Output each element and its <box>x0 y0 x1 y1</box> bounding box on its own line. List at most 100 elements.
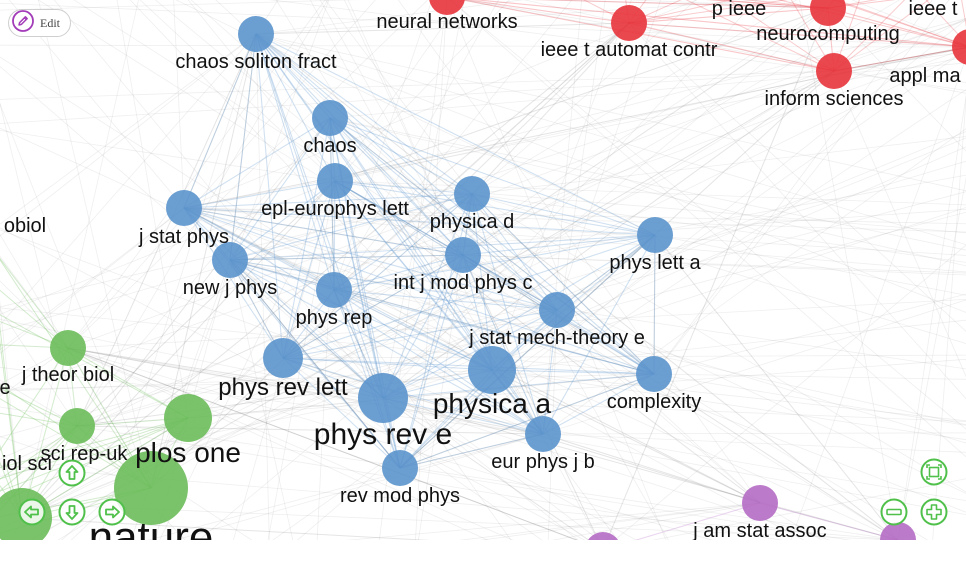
background-link <box>333 0 433 291</box>
node-purple-bottom-1[interactable] <box>585 532 621 540</box>
node-chaos-soliton-fract[interactable] <box>238 16 274 52</box>
pan-left-button[interactable] <box>18 498 46 526</box>
background-link <box>269 0 835 72</box>
node-j-stat-mech[interactable] <box>539 292 575 328</box>
node-eur-phys-j-b[interactable] <box>525 416 561 452</box>
node-phys-rev-lett[interactable] <box>263 338 303 378</box>
cluster-link <box>229 259 401 469</box>
background-link <box>76 425 544 435</box>
background-link <box>651 478 966 540</box>
cluster-link <box>255 33 331 119</box>
background-link <box>282 354 966 359</box>
background-link <box>382 397 899 540</box>
cluster-link <box>229 259 335 291</box>
cluster-link <box>462 234 656 256</box>
label-phys-rev-lett: phys rev lett <box>218 374 348 401</box>
node-appl-ma[interactable] <box>952 29 966 65</box>
background-link <box>491 319 966 371</box>
network-map[interactable]: chaos soliton fract chaos epl-europhys l… <box>0 0 966 540</box>
node-rev-mod-phys[interactable] <box>382 450 418 486</box>
background-link <box>0 33 257 237</box>
node-inform-sciences[interactable] <box>816 53 852 89</box>
background-link <box>382 70 835 399</box>
node-purple-bottom-2[interactable] <box>880 522 916 540</box>
node-new-j-phys[interactable] <box>212 242 248 278</box>
cluster-link <box>255 33 655 375</box>
background-link <box>38 0 152 489</box>
fit-to-screen-button[interactable] <box>920 458 948 486</box>
background-link <box>0 70 835 468</box>
background-link <box>344 0 464 256</box>
edit-button[interactable]: Edit <box>8 9 71 37</box>
node-phys-rep[interactable] <box>316 272 352 308</box>
background-link <box>397 0 761 504</box>
node-neural-networks[interactable] <box>429 0 465 15</box>
background-link <box>67 347 966 502</box>
node-plos-one[interactable] <box>164 394 212 442</box>
node-phys-rev-e[interactable] <box>358 373 408 423</box>
node-epl-europhys-lett[interactable] <box>317 163 353 199</box>
label-ieee-t: ieee t <box>909 0 958 20</box>
node-j-stat-phys[interactable] <box>166 190 202 226</box>
zoom-in-button[interactable] <box>920 498 948 526</box>
background-link <box>229 254 464 261</box>
node-ieee-t-automat-contr[interactable] <box>611 5 647 41</box>
network-graph[interactable]: chaos soliton fract chaos epl-europhys l… <box>0 0 966 540</box>
node-nature[interactable] <box>114 451 188 525</box>
background-link <box>67 347 578 540</box>
background-link <box>282 254 464 359</box>
background-link <box>0 227 586 540</box>
node-p-ieee[interactable] <box>810 0 846 26</box>
cluster-link <box>833 0 930 72</box>
background-link <box>491 369 966 422</box>
node-j-theor-biol[interactable] <box>50 330 86 366</box>
cluster-link <box>542 309 558 435</box>
background-link <box>0 56 493 371</box>
node-physica-d[interactable] <box>454 176 490 212</box>
background-link <box>21 417 189 519</box>
node-j-am-stat-assoc[interactable] <box>742 485 778 521</box>
background-link <box>0 102 78 427</box>
label-phys-lett-a: phys lett a <box>609 252 701 274</box>
background-link <box>183 207 464 256</box>
cluster-link <box>628 22 966 48</box>
pan-right-button[interactable] <box>98 498 126 526</box>
node-complexity[interactable] <box>636 356 672 392</box>
pan-up-button[interactable] <box>58 459 86 487</box>
node-phys-lett-a[interactable] <box>637 217 673 253</box>
cluster-link <box>255 33 284 359</box>
node-int-j-mod-phys-c[interactable] <box>445 237 481 273</box>
cluster-link <box>255 33 558 311</box>
background-link <box>399 234 656 469</box>
background-link <box>329 117 335 291</box>
cluster-link <box>833 0 906 72</box>
background-link <box>229 259 655 375</box>
zoom-out-button[interactable] <box>880 498 908 526</box>
background-link <box>183 207 761 504</box>
background-link <box>462 254 966 276</box>
background-link <box>399 89 966 469</box>
cluster-link <box>382 397 544 435</box>
cluster-link <box>628 0 789 24</box>
background-link <box>329 62 966 119</box>
cluster-link <box>282 254 464 359</box>
node-physica-a[interactable] <box>468 346 516 394</box>
label-eur-phys-j-b: eur phys j b <box>491 451 594 473</box>
background-link <box>334 0 510 182</box>
background-link <box>833 70 966 378</box>
background-link <box>449 0 966 430</box>
background-link <box>0 309 558 529</box>
cluster-link <box>229 259 558 311</box>
fit-to-screen-icon <box>920 458 948 486</box>
node-sci-rep-uk[interactable] <box>59 408 95 444</box>
background-link <box>21 131 966 519</box>
background-link <box>415 0 448 540</box>
background-link <box>183 207 966 444</box>
background-link <box>229 259 401 469</box>
node-chaos[interactable] <box>312 100 348 136</box>
cluster-link <box>471 193 558 311</box>
pan-down-button[interactable] <box>58 498 86 526</box>
background-link <box>229 259 579 540</box>
background-link <box>329 117 966 251</box>
cluster-link <box>835 0 966 47</box>
